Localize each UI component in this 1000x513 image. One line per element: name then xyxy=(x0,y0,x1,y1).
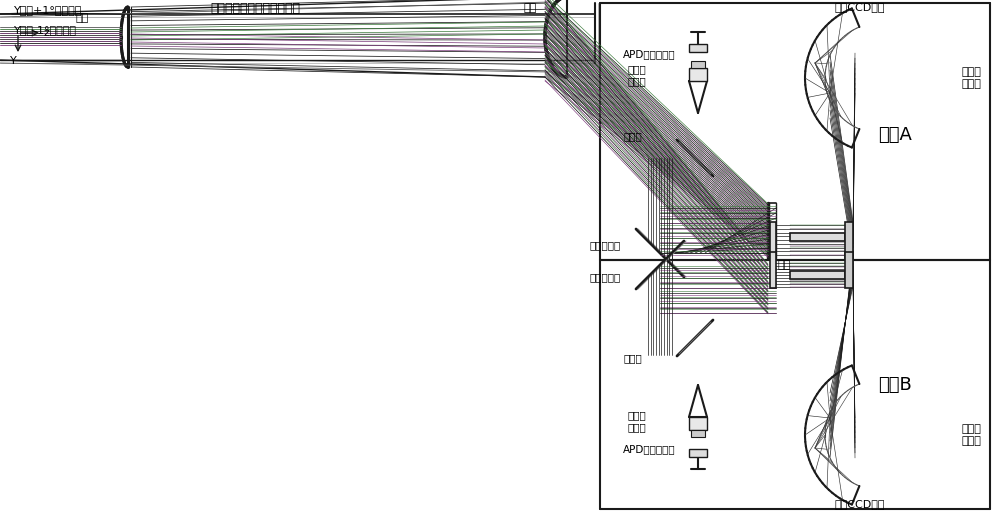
Text: 面阵CCD相机: 面阵CCD相机 xyxy=(835,2,885,12)
Text: 视场折转镜: 视场折转镜 xyxy=(590,240,621,250)
Bar xyxy=(770,252,776,288)
Text: APD光电探测器: APD光电探测器 xyxy=(623,444,676,454)
Bar xyxy=(845,222,853,258)
Bar xyxy=(689,449,707,457)
Text: 共轴三反非球面无焦望远镜: 共轴三反非球面无焦望远镜 xyxy=(210,3,300,15)
Bar xyxy=(689,44,707,52)
Text: 分色片: 分色片 xyxy=(623,353,642,363)
Bar xyxy=(845,252,853,288)
Text: 激光接
收通道: 激光接 收通道 xyxy=(628,410,647,432)
Text: Y: Y xyxy=(10,56,17,66)
Text: 三镜: 三镜 xyxy=(778,260,791,270)
Text: Y方向+1°视场光束: Y方向+1°视场光束 xyxy=(14,5,82,15)
Bar xyxy=(770,222,776,258)
Bar xyxy=(691,61,705,68)
Bar xyxy=(790,271,845,279)
Bar xyxy=(689,68,707,81)
Text: 面阵成
像通道: 面阵成 像通道 xyxy=(962,424,982,446)
Text: APD光电探测器: APD光电探测器 xyxy=(623,49,676,59)
Bar xyxy=(689,417,707,430)
Text: z: z xyxy=(44,28,50,38)
Bar xyxy=(691,430,705,437)
Text: 面阵成
像通道: 面阵成 像通道 xyxy=(962,67,982,89)
Text: Y方向-1°视场光束: Y方向-1°视场光束 xyxy=(14,25,77,35)
Text: 主镜: 主镜 xyxy=(523,3,537,13)
Text: 面阵CCD相机: 面阵CCD相机 xyxy=(835,499,885,509)
Text: 激光接
收通道: 激光接 收通道 xyxy=(628,64,647,86)
Text: 模块B: 模块B xyxy=(878,376,912,394)
Text: 模块A: 模块A xyxy=(878,126,912,144)
Text: 分色片: 分色片 xyxy=(623,131,642,141)
Bar xyxy=(790,233,845,241)
Text: 次镜: 次镜 xyxy=(76,13,89,23)
Text: 视场折转镜: 视场折转镜 xyxy=(590,272,621,282)
